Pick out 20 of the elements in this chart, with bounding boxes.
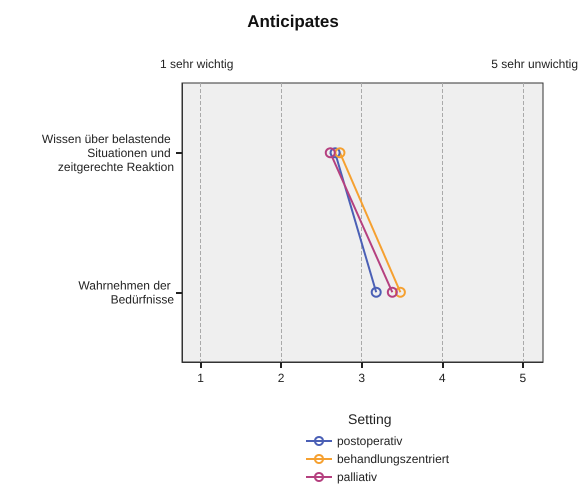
point — [334, 147, 346, 158]
x-tick-label: 5 — [520, 371, 527, 385]
x-tick-label: 4 — [438, 371, 446, 385]
point — [394, 286, 406, 298]
legend-title: Setting — [348, 411, 392, 427]
y-tick-label: Wissen über belastende Situationen und zeitgerechte Reaktion — [42, 132, 174, 174]
text: 5 sehr unwichtig — [491, 57, 578, 71]
point — [324, 147, 336, 158]
chart-title: Anticipates — [247, 12, 339, 31]
point — [370, 286, 382, 298]
legend-label: palliativ — [337, 470, 378, 484]
legend-label: postoperativ — [337, 434, 402, 448]
x-tick-label: 1 — [197, 371, 204, 385]
text: 1 sehr wichtig — [160, 57, 234, 71]
legend-label: behandlungszentriert — [337, 452, 450, 466]
x-tick-label: 3 — [358, 371, 366, 385]
point — [330, 147, 341, 158]
x-tick-label: 2 — [278, 371, 285, 385]
point — [386, 286, 398, 298]
y-tick-label: Wahrnehmen der Bedürfnisse — [78, 278, 174, 306]
